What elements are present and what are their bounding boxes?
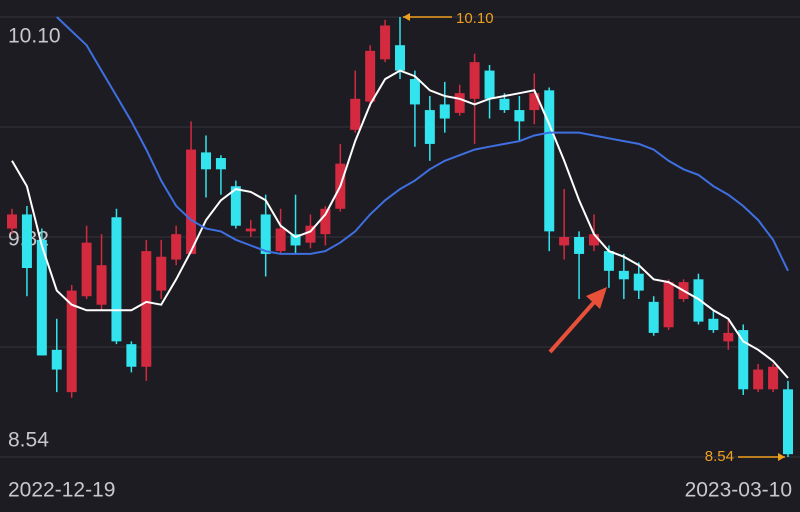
arrow-head [586, 287, 607, 309]
candle-body [305, 225, 316, 243]
candle-body [350, 98, 361, 130]
candle-body [693, 279, 704, 322]
candle-body [499, 98, 510, 111]
x-tick-label: 2023-03-10 [685, 479, 792, 502]
candle-body [215, 158, 226, 170]
candle-body [768, 366, 779, 390]
candle-body [633, 273, 644, 291]
candle-body [783, 389, 793, 455]
candle-body [603, 251, 614, 271]
candle-body [424, 110, 435, 144]
candle-body [275, 228, 286, 252]
candle-body [21, 214, 32, 269]
candle-body [36, 239, 47, 356]
candle-body [544, 90, 555, 232]
moving-average-line [56, 16, 789, 272]
candle-body [126, 344, 137, 367]
candle-body [290, 234, 301, 246]
candle-body [738, 330, 749, 390]
high-marker-head [403, 13, 410, 21]
candle-body [245, 228, 256, 232]
candle-body [663, 282, 674, 328]
candle-body [454, 93, 465, 113]
candle-body [7, 214, 17, 229]
moving-average-line [11, 69, 789, 379]
candle-body [380, 25, 391, 60]
candle-body [618, 270, 629, 280]
arrow-shaft [548, 298, 598, 354]
high-marker-label: 10.10 [456, 10, 494, 27]
candle-body [141, 251, 152, 367]
candle-body [171, 234, 182, 260]
candle-body [529, 93, 540, 111]
candle-body [365, 50, 376, 102]
candle-body [320, 208, 331, 235]
candle-body [708, 318, 719, 331]
x-tick-label: 2022-12-19 [8, 479, 115, 502]
candle-body [111, 217, 122, 342]
candle-body [439, 104, 450, 119]
y-tick-label: 10.10 [8, 25, 61, 48]
candle-body [469, 62, 480, 99]
candle-body [186, 149, 197, 254]
candle-body [51, 349, 62, 370]
candle-body [409, 79, 420, 105]
candle-body [96, 265, 107, 305]
y-tick-label: 8.54 [8, 429, 49, 452]
candle-body [260, 214, 271, 254]
candle-body [201, 152, 211, 170]
candle-body [574, 237, 585, 254]
candle-body [156, 256, 167, 291]
candle-body [514, 110, 525, 122]
candle-body [589, 234, 599, 246]
candle-body [723, 332, 734, 342]
candle-body [230, 186, 241, 226]
candle-body [484, 70, 495, 99]
low-marker-head [778, 453, 785, 461]
low-marker-label: 8.54 [705, 448, 734, 465]
candle-body [648, 301, 659, 333]
candle-body [81, 242, 92, 297]
candle-body [753, 369, 764, 390]
pointer-arrow [548, 287, 607, 354]
candle-body [559, 237, 570, 246]
candle-body [66, 290, 77, 393]
candle-body [395, 45, 405, 71]
